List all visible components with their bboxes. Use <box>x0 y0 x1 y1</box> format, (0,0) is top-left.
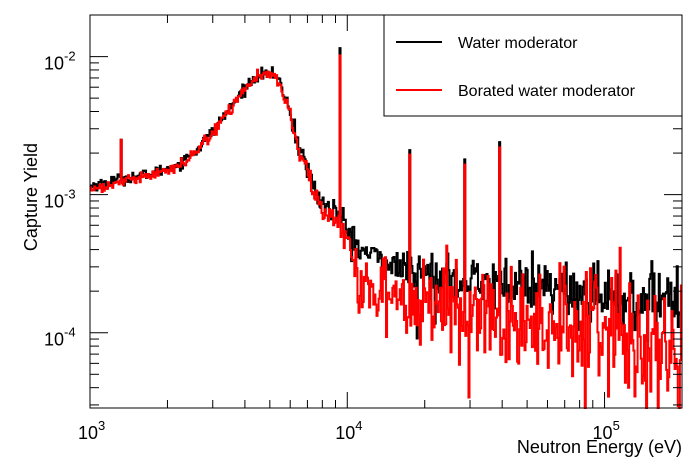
legend: Water moderator Borated water moderator <box>384 15 682 116</box>
legend-label-borated: Borated water moderator <box>458 83 636 100</box>
legend-box <box>384 15 682 116</box>
legend-label-water: Water moderator <box>458 35 578 52</box>
y-axis-title: Capture Yield <box>21 143 41 251</box>
capture-yield-chart: 103 104 105 10-410-310-2 Neutron Energy (e… <box>0 0 696 472</box>
x-axis-title: Neutron Energy (eV) <box>517 437 682 457</box>
